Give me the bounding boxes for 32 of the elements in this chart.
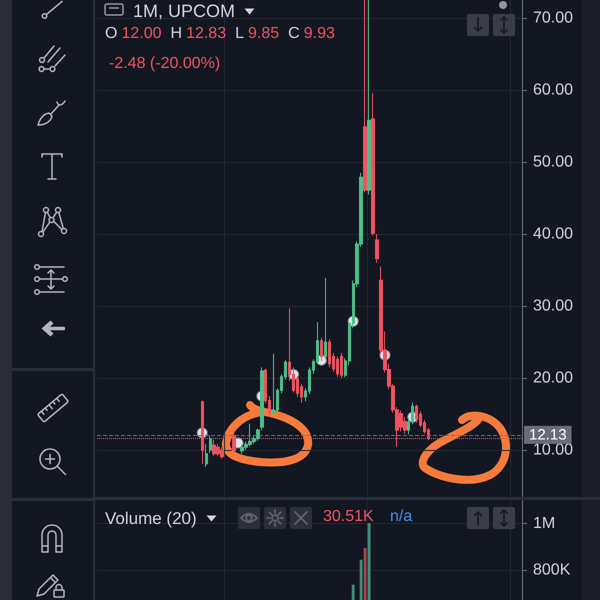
annotation: n/a <box>390 507 412 527</box>
candlestick <box>216 444 220 456</box>
candlestick <box>328 338 331 368</box>
candlestick <box>220 446 224 460</box>
candlestick <box>371 92 375 236</box>
y-tick-label: 60.00 <box>533 82 574 99</box>
annotation: -2.48 (-20.00%) <box>109 54 220 74</box>
y-tick-label: 50.00 <box>533 154 574 171</box>
y-tick-label: 70.00 <box>533 10 574 27</box>
text: Volume (20) <box>105 508 197 529</box>
candlestick <box>320 337 323 362</box>
candlestick <box>336 356 339 378</box>
candlestick <box>363 0 367 193</box>
y-tick-label: 20.00 <box>533 370 574 387</box>
y-tick-label: 10.00 <box>533 442 574 459</box>
candlestick <box>205 443 208 468</box>
y-tick-label: 800K <box>533 561 571 578</box>
y-tick-label: 1M <box>533 514 556 532</box>
y-tick-label: 40.00 <box>533 226 574 243</box>
y-tick-label: 30.00 <box>533 298 574 315</box>
candlestick <box>340 352 343 379</box>
candlestick <box>240 444 244 454</box>
candlestick <box>248 423 252 446</box>
candlestick <box>415 404 418 424</box>
annotation: O 12.00 H 12.83 L 9.85 C 9.93 <box>105 25 335 42</box>
candlestick <box>209 435 212 454</box>
candlestick <box>375 234 379 264</box>
annotation: 30.51K <box>323 507 374 527</box>
candlestick <box>324 278 327 360</box>
chart-title: 1M, UPCOM <box>133 0 236 22</box>
candlestick <box>272 353 275 416</box>
ref-line-label: 12.13 <box>529 426 567 444</box>
